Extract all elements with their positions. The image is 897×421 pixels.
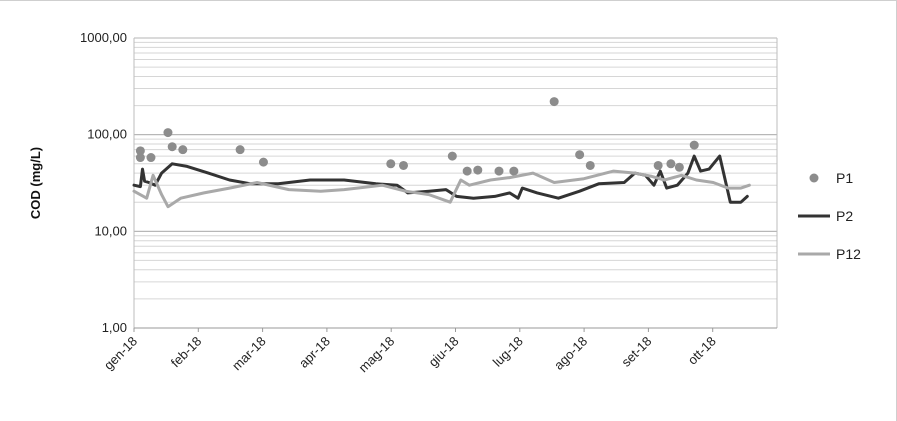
x-tick-label: ott-18 [685, 334, 719, 368]
y-tick-label: 100,00 [87, 127, 127, 142]
data-point-p1 [666, 159, 675, 168]
data-point-p1 [168, 142, 177, 151]
x-tick-label: set-18 [618, 334, 654, 370]
data-point-p1 [146, 153, 155, 162]
x-tick-label: apr-18 [296, 334, 333, 371]
data-point-p1 [386, 159, 395, 168]
x-tick-label: gen-18 [101, 334, 140, 373]
data-point-p1 [236, 145, 245, 154]
data-point-p1 [399, 161, 408, 170]
data-point-p1 [675, 163, 684, 172]
legend-label-p1: P1 [836, 170, 853, 186]
y-tick-label: 10,00 [94, 223, 127, 238]
data-point-p1 [448, 152, 457, 161]
data-point-p1 [473, 166, 482, 175]
x-tick-label: mag-18 [356, 334, 398, 376]
x-tick-label: mar-18 [229, 334, 269, 374]
data-point-p1 [136, 153, 145, 162]
y-tick-label: 1000,00 [80, 30, 127, 45]
x-tick-label: ago-18 [551, 334, 590, 373]
y-axis-label: COD (mg/L) [28, 147, 43, 219]
data-point-p1 [586, 161, 595, 170]
data-point-p1 [509, 167, 518, 176]
data-point-p1 [550, 97, 559, 106]
data-point-p1 [259, 158, 268, 167]
x-tick-label: giu-18 [425, 334, 461, 370]
data-point-p1 [654, 161, 663, 170]
data-point-p1 [575, 150, 584, 159]
y-tick-label: 1,00 [102, 320, 127, 335]
legend-label-p12: P12 [836, 246, 861, 262]
data-point-p1 [178, 145, 187, 154]
data-point-p1 [163, 128, 172, 137]
legend-label-p2: P2 [836, 208, 853, 224]
x-tick-label: lug-18 [490, 334, 526, 370]
legend-swatch-p1 [810, 174, 819, 183]
data-point-p1 [495, 167, 504, 176]
x-tick-label: feb-18 [168, 334, 205, 371]
data-point-p1 [463, 167, 472, 176]
data-point-p1 [690, 141, 699, 150]
